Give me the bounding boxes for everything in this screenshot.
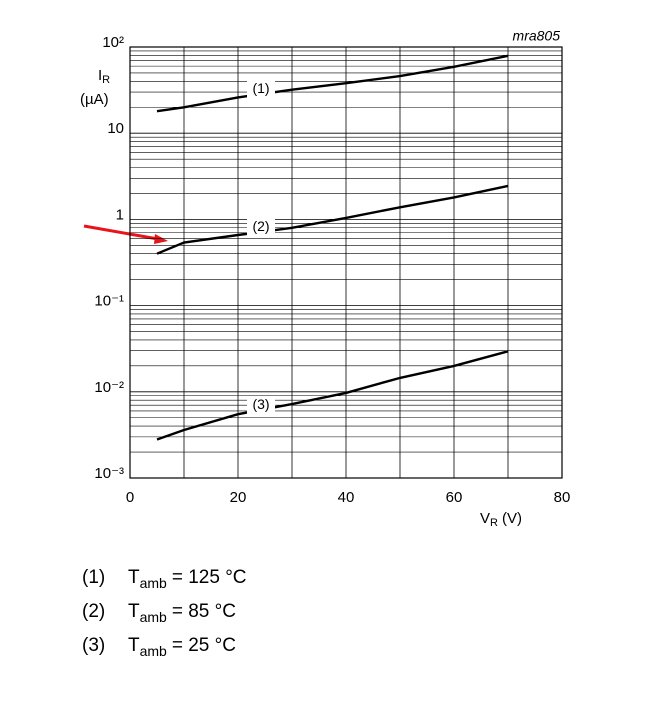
legend-subscript: amb <box>140 575 167 591</box>
legend-number: (3) <box>82 635 105 656</box>
x-label-subscript: R <box>490 517 498 529</box>
series-line <box>156 54 509 113</box>
y-tick-label: 10⁻³ <box>94 465 124 482</box>
legend-symbol: T <box>128 635 140 656</box>
legend-symbol: T <box>128 567 140 588</box>
legend-subscript: amb <box>140 609 167 625</box>
legend-symbol: T <box>128 601 140 622</box>
x-tick-label: 0 <box>126 489 134 506</box>
annotation: mra805 <box>513 28 561 44</box>
legend-text: Tamb = 85 °C <box>128 601 236 625</box>
y-label-symbol: I <box>98 67 102 84</box>
y-tick-label: 1 <box>116 206 124 223</box>
legend-value: = 25 °C <box>172 635 236 656</box>
legend-value: = 85 °C <box>172 601 236 622</box>
x-axis-label: VR (V) <box>480 510 522 529</box>
x-tick-label: 20 <box>230 489 247 506</box>
curve-label: (3) <box>252 396 269 412</box>
x-tick-label: 60 <box>446 489 463 506</box>
legend-value: = 125 °C <box>172 567 247 588</box>
y-label-subscript: R <box>102 74 110 86</box>
plot-frame <box>129 46 563 479</box>
curve-label: (2) <box>252 218 269 234</box>
curve-label-bg <box>247 80 275 99</box>
x-tick-label: 40 <box>338 489 355 506</box>
legend-text: Tamb = 25 °C <box>128 635 236 659</box>
curve-label: (1) <box>252 80 269 96</box>
curve-label-bg <box>247 218 275 237</box>
y-tick-label: 10⁻² <box>94 379 124 396</box>
y-tick-label: 10⁻¹ <box>94 293 124 310</box>
x-label-symbol: V <box>480 510 490 527</box>
x-label-unit: (V) <box>502 510 522 527</box>
legend-number: (1) <box>82 567 105 588</box>
y-tick-label: 10² <box>102 34 124 51</box>
x-tick-label: 80 <box>554 489 571 506</box>
y-axis-label: IR <box>98 67 110 86</box>
y-tick-label: 10 <box>107 120 124 137</box>
legend-number: (2) <box>82 601 105 622</box>
arrow <box>83 224 168 244</box>
series-line <box>156 350 509 441</box>
legend-subscript: amb <box>140 643 167 659</box>
series-line <box>156 184 509 255</box>
y-axis-unit: (µA) <box>80 91 109 108</box>
legend-text: Tamb = 125 °C <box>128 567 247 591</box>
curve-label-bg <box>247 396 275 415</box>
